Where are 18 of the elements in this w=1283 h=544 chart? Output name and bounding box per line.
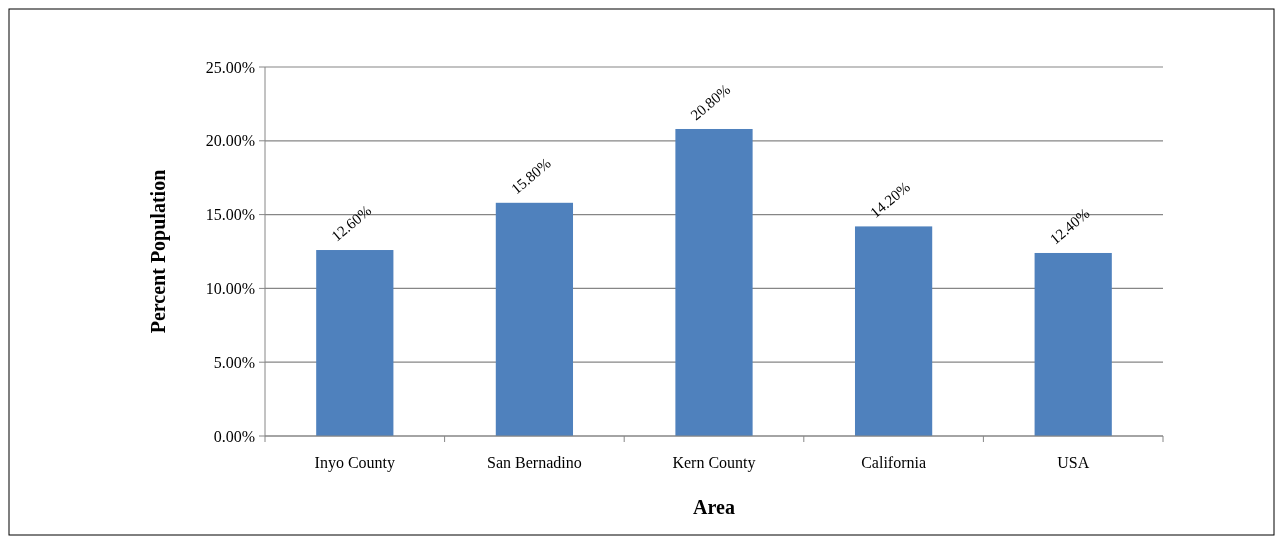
y-tick-label: 0.00% — [213, 427, 255, 445]
x-tick-label: California — [861, 454, 927, 471]
y-tick-label: 15.00% — [205, 206, 255, 224]
bar — [316, 250, 394, 436]
y-tick-label: 20.00% — [205, 132, 255, 150]
bar — [1034, 252, 1112, 436]
y-tick-label: 10.00% — [205, 280, 255, 297]
x-tick-label: San Bernadino — [487, 454, 582, 471]
x-tick-label: USA — [1057, 454, 1090, 471]
bar — [675, 128, 753, 436]
x-axis-title: Area — [693, 496, 735, 518]
y-axis-title: Percent Population — [147, 169, 170, 334]
bar — [495, 202, 574, 436]
y-tick-label: 5.00% — [213, 353, 255, 371]
x-tick-label: Kern County — [672, 454, 756, 472]
x-tick-label: Inyo County — [314, 454, 396, 472]
y-tick-label: 25.00% — [205, 58, 255, 76]
bar — [854, 226, 933, 436]
